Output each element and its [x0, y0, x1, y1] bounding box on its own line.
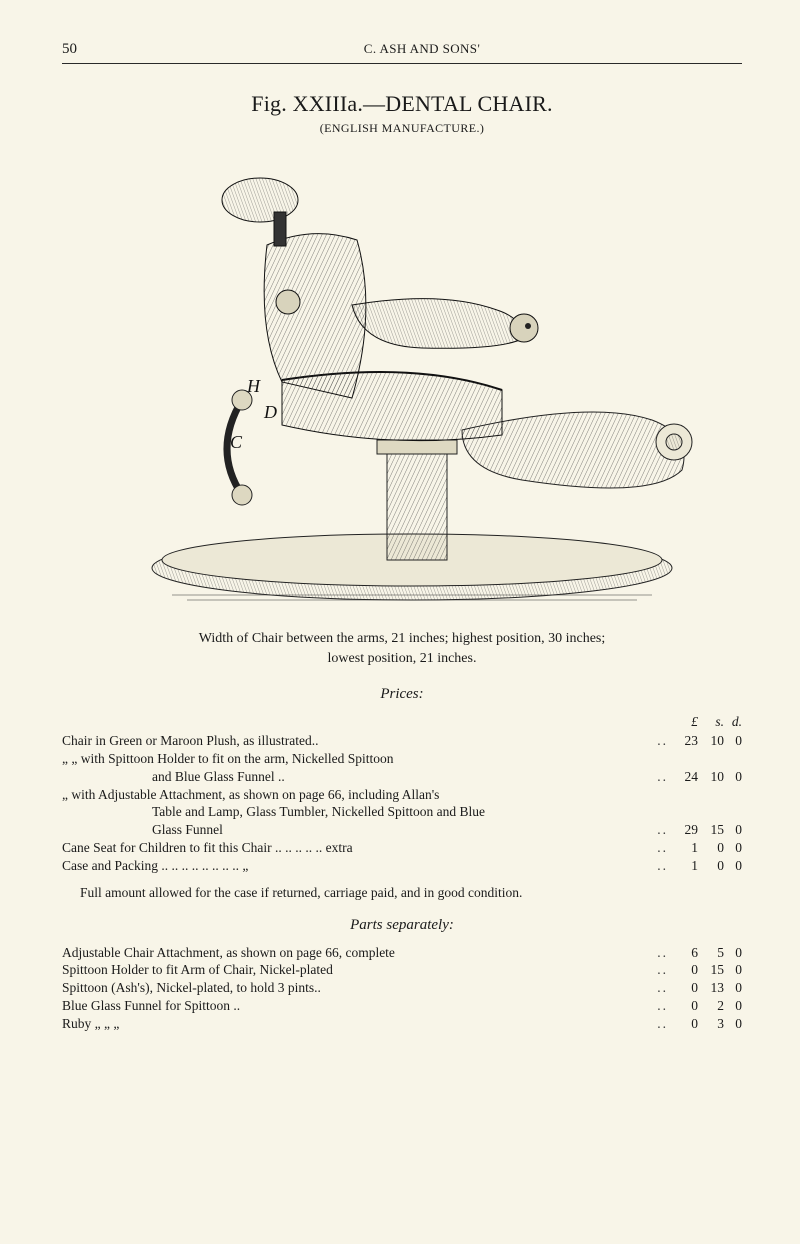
parts-table: Adjustable Chair Attachment, as shown on… — [62, 945, 742, 1033]
illus-label-d: D — [263, 402, 277, 422]
price-desc: Spittoon (Ash's), Nickel-plated, to hold… — [62, 980, 653, 997]
prices-note: Full amount allowed for the case if retu… — [80, 885, 742, 902]
price-desc: Ruby „ „ „ — [62, 1016, 653, 1033]
page-number: 50 — [62, 40, 102, 59]
price-pence: 0 — [724, 858, 742, 875]
prices-table: . £ s. d. Chair in Green or Maroon Plush… — [62, 714, 742, 902]
price-pounds: 1 — [672, 858, 698, 875]
price-shillings: 15 — [698, 962, 724, 979]
price-shillings: 10 — [698, 733, 724, 750]
leader-dots: .. — [653, 980, 672, 997]
price-shillings: 13 — [698, 980, 724, 997]
col-pence: d. — [724, 714, 742, 731]
price-desc: „ with Adjustable Attachment, as shown o… — [62, 787, 742, 804]
price-row: „ with Adjustable Attachment, as shown o… — [62, 787, 742, 804]
leader-dots: .. — [653, 822, 672, 839]
price-row: Glass Funnel..29150 — [62, 822, 742, 839]
price-pence: 0 — [724, 840, 742, 857]
figure-subtitle: (ENGLISH MANUFACTURE.) — [62, 121, 742, 136]
price-desc: Blue Glass Funnel for Spittoon .. — [62, 998, 653, 1015]
price-desc: Spittoon Holder to fit Arm of Chair, Nic… — [62, 962, 653, 979]
price-row: Case and Packing .. .. .. .. .. .. .. ..… — [62, 858, 742, 875]
leader-dots: .. — [653, 769, 672, 786]
price-desc: Chair in Green or Maroon Plush, as illus… — [62, 733, 653, 750]
price-pence: 0 — [724, 962, 742, 979]
price-row: Adjustable Chair Attachment, as shown on… — [62, 945, 742, 962]
price-shillings: 0 — [698, 840, 724, 857]
leader-dots: .. — [653, 945, 672, 962]
price-row: „ „ with Spittoon Holder to fit on the a… — [62, 751, 742, 768]
price-row: Blue Glass Funnel for Spittoon ....020 — [62, 998, 742, 1015]
price-pounds: 0 — [672, 962, 698, 979]
figure-caption-line1: Width of Chair between the arms, 21 inch… — [62, 630, 742, 648]
leader-dots: .. — [653, 962, 672, 979]
illus-label-c: C — [230, 432, 243, 452]
price-pence: 0 — [724, 733, 742, 750]
price-pounds: 0 — [672, 1016, 698, 1033]
leader-dots: .. — [653, 840, 672, 857]
price-pence: 0 — [724, 945, 742, 962]
header-rule — [62, 63, 742, 64]
price-pence: 0 — [724, 822, 742, 839]
price-pence: 0 — [724, 980, 742, 997]
price-pounds: 0 — [672, 980, 698, 997]
price-pence: 0 — [724, 1016, 742, 1033]
leader-dots: .. — [653, 858, 672, 875]
price-row: Table and Lamp, Glass Tumbler, Nickelled… — [62, 804, 742, 821]
leader-dots: .. — [653, 733, 672, 750]
price-row: Spittoon (Ash's), Nickel-plated, to hold… — [62, 980, 742, 997]
price-pounds: 29 — [672, 822, 698, 839]
price-pence: 0 — [724, 998, 742, 1015]
illus-label-h: H — [246, 376, 261, 396]
price-desc: and Blue Glass Funnel .. — [62, 769, 653, 786]
price-pounds: 1 — [672, 840, 698, 857]
price-pounds: 23 — [672, 733, 698, 750]
price-shillings: 10 — [698, 769, 724, 786]
currency-header: . £ s. d. — [62, 714, 742, 731]
price-desc: Table and Lamp, Glass Tumbler, Nickelled… — [62, 804, 742, 821]
leader-dots: .. — [653, 998, 672, 1015]
price-desc: Adjustable Chair Attachment, as shown on… — [62, 945, 653, 962]
price-pounds: 24 — [672, 769, 698, 786]
figure-caption-line2: lowest position, 21 inches. — [62, 650, 742, 668]
price-pounds: 0 — [672, 998, 698, 1015]
parts-heading: Parts separately: — [62, 916, 742, 935]
price-desc: Cane Seat for Children to fit this Chair… — [62, 840, 653, 857]
price-row: Chair in Green or Maroon Plush, as illus… — [62, 733, 742, 750]
prices-heading: Prices: — [62, 685, 742, 704]
col-pounds: £ — [672, 714, 698, 731]
price-row: Ruby „ „ „..030 — [62, 1016, 742, 1033]
col-shillings: s. — [698, 714, 724, 731]
price-pounds: 6 — [672, 945, 698, 962]
price-shillings: 0 — [698, 858, 724, 875]
price-desc: Case and Packing .. .. .. .. .. .. .. ..… — [62, 858, 653, 875]
figure-title: Fig. XXIIIa.—DENTAL CHAIR. — [62, 90, 742, 118]
price-pence: 0 — [724, 769, 742, 786]
price-desc: Glass Funnel — [62, 822, 653, 839]
price-shillings: 3 — [698, 1016, 724, 1033]
price-shillings: 15 — [698, 822, 724, 839]
price-shillings: 5 — [698, 945, 724, 962]
running-head: C. ASH AND SONS' — [102, 41, 742, 57]
price-row: Cane Seat for Children to fit this Chair… — [62, 840, 742, 857]
price-row: Spittoon Holder to fit Arm of Chair, Nic… — [62, 962, 742, 979]
price-desc: „ „ with Spittoon Holder to fit on the a… — [62, 751, 742, 768]
leader-dots: .. — [653, 1016, 672, 1033]
price-row: and Blue Glass Funnel ....24100 — [62, 769, 742, 786]
price-shillings: 2 — [698, 998, 724, 1015]
dental-chair-illustration: H D C — [92, 150, 712, 620]
